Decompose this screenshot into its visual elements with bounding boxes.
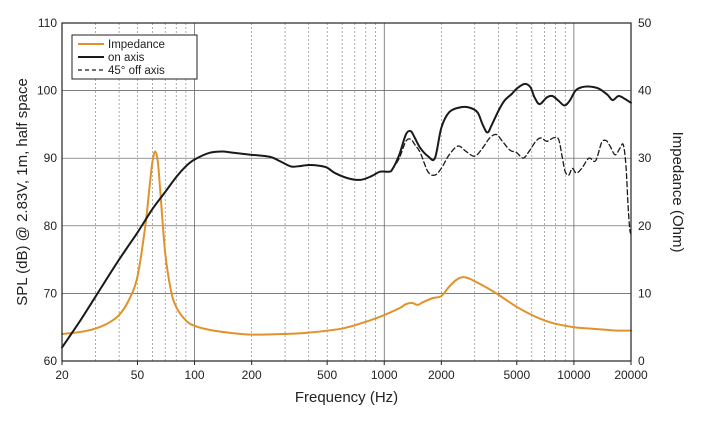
legend-label-impedance: Impedance [108,39,165,51]
y-right-tick-label: 40 [638,84,652,98]
y-left-tick-label: 70 [44,286,58,300]
x-tick-label: 500 [317,368,337,382]
tick-labels: 20 50 100 200 500 1000 2000 5000 10000 2000060708… [37,16,652,382]
y-left-tick-label: 100 [37,84,57,98]
x-axis-title: Frequency (Hz) [295,389,398,406]
x-tick-label: 100 [185,368,205,382]
x-tick-label: 200 [242,368,262,382]
series-layer [61,82,632,349]
x-tick-label: 20 [55,368,69,382]
x-tick-label: 50 [131,368,145,382]
legend-label-on-axis: on axis [108,52,145,64]
x-tick-label: 10000 [557,368,591,382]
y-left-tick-label: 110 [38,16,57,30]
y-left-tick-label: 60 [44,354,58,368]
y-right-tick-label: 50 [638,16,652,30]
plot-frame [61,22,632,362]
y-right-tick-label: 0 [638,354,645,368]
y-left-tick-label: 80 [44,219,58,233]
y-left-tick-label: 90 [44,151,58,165]
legend-label-off-axis: 45° off axis [108,65,165,77]
x-tick-label: 1000 [371,368,398,382]
y-right-tick-label: 30 [638,151,652,165]
x-tick-label: 20000 [614,368,648,382]
y-axis-right-title: Impedance (Ohm) [669,132,686,253]
y-right-tick-label: 10 [638,286,652,300]
y-axis-left-title: SPL (dB) @ 2.83V, 1m, half space [14,78,31,306]
series-line-impedance [61,150,632,336]
x-tick-label: 2000 [428,368,455,382]
y-right-tick-label: 20 [638,219,652,233]
series-line-on-axis [61,82,632,349]
series-line-45-off-axis [391,133,632,235]
legend: Impedance on axis 45° off axis [71,34,198,80]
x-tick-label: 5000 [503,368,530,382]
